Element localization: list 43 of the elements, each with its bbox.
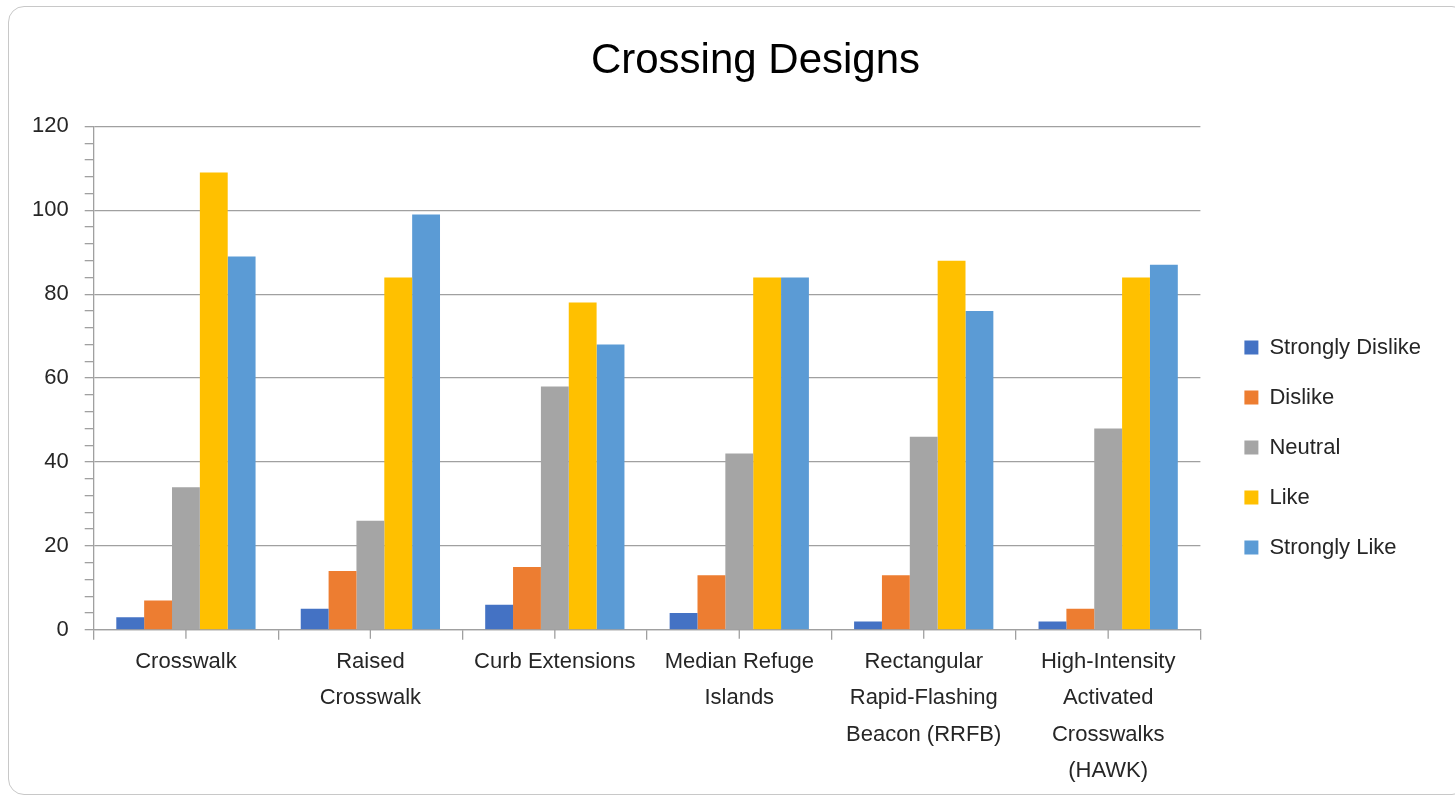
x-tick-label: High-Intensity Activated Crosswalks (HAWK): [1040, 648, 1176, 782]
y-tick-label: 20: [44, 531, 69, 557]
bar: [937, 260, 966, 630]
bar: [854, 621, 882, 630]
bar: [199, 172, 228, 630]
bar: [328, 571, 357, 630]
y-tick-label: 0: [56, 615, 69, 641]
bar: [1066, 608, 1095, 630]
bar: [513, 566, 541, 630]
bar: [384, 277, 413, 630]
bar: [781, 277, 809, 630]
x-tick-label: Median Refuge Islands: [664, 648, 814, 710]
bar: [1149, 264, 1178, 630]
chart-title: Crossing Designs: [590, 34, 921, 82]
bar: [753, 277, 782, 630]
bar: [1038, 621, 1067, 630]
x-tick-label: Rectangular Rapid-Flashing Beacon (RRFB): [846, 648, 1002, 746]
bar: [669, 613, 698, 630]
bar: [485, 604, 514, 630]
bar: [697, 575, 726, 630]
bar: [144, 600, 172, 630]
x-tick-label: Raised Crosswalk: [319, 648, 423, 710]
y-tick-label: 80: [44, 280, 69, 306]
bar: [596, 344, 625, 630]
bar: [227, 256, 256, 630]
bar: [1122, 277, 1150, 630]
y-tick-label: 100: [31, 196, 69, 222]
legend-label: Strongly Like: [1269, 533, 1397, 559]
bar: [568, 302, 597, 630]
legend-label: Strongly Dislike: [1269, 333, 1421, 359]
bar: [412, 214, 441, 630]
legend-label: Like: [1269, 483, 1310, 509]
x-tick-label: Crosswalk: [135, 648, 238, 674]
y-tick-label: 40: [44, 448, 69, 474]
legend-label: Dislike: [1269, 383, 1335, 409]
legend-label: Neutral: [1269, 433, 1341, 459]
bar: [116, 617, 145, 630]
y-tick-label: 60: [44, 364, 69, 390]
bar: [881, 575, 910, 630]
bar: [300, 608, 329, 630]
y-tick-label: 120: [31, 112, 69, 138]
x-tick-label: Curb Extensions: [474, 648, 636, 674]
bar: [965, 310, 994, 630]
